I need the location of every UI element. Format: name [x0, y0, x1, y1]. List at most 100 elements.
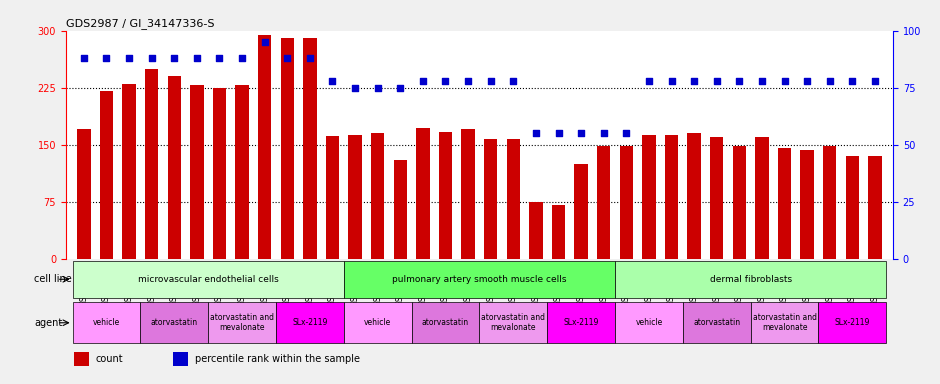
Point [664, 78, 679, 84]
Bar [72, 261, 344, 298]
Point [777, 78, 792, 84]
Text: SLx-2119: SLx-2119 [563, 318, 599, 327]
Point [415, 78, 431, 84]
Text: agent: agent [34, 318, 62, 328]
Bar [349, 135, 362, 258]
Bar [412, 302, 479, 343]
Text: percentile rank within the sample: percentile rank within the sample [195, 354, 360, 364]
Bar [167, 76, 181, 258]
Bar [615, 302, 682, 343]
Point [325, 78, 340, 84]
Bar [258, 35, 272, 258]
Bar [326, 136, 339, 258]
Bar [344, 261, 615, 298]
Bar [100, 91, 113, 258]
Bar [642, 135, 656, 258]
Bar [869, 156, 882, 258]
Point [868, 78, 883, 84]
Bar [665, 135, 679, 258]
Point [189, 55, 204, 61]
Bar [303, 38, 317, 258]
Text: SLx-2119: SLx-2119 [835, 318, 870, 327]
Text: atorvastatin: atorvastatin [422, 318, 469, 327]
Text: SLx-2119: SLx-2119 [292, 318, 327, 327]
Point [709, 78, 724, 84]
Bar [371, 133, 384, 258]
Point [370, 84, 385, 91]
Point [144, 55, 159, 61]
Point [822, 78, 838, 84]
Bar [416, 128, 430, 258]
Bar [212, 88, 227, 258]
Point [800, 78, 815, 84]
Bar [74, 352, 89, 366]
Point [528, 130, 543, 136]
Point [235, 55, 250, 61]
Point [461, 78, 476, 84]
Text: atorvastatin and
mevalonate: atorvastatin and mevalonate [753, 313, 817, 333]
Text: pulmonary artery smooth muscle cells: pulmonary artery smooth muscle cells [392, 275, 567, 284]
Point [280, 55, 295, 61]
Bar [145, 69, 159, 258]
Point [393, 84, 408, 91]
Point [258, 39, 273, 45]
Bar [574, 164, 588, 258]
Bar [140, 302, 208, 343]
Bar [507, 139, 520, 258]
Point [573, 130, 588, 136]
Bar [732, 146, 746, 258]
Bar [190, 85, 204, 258]
Bar [344, 302, 412, 343]
Bar [800, 150, 814, 258]
Text: cell line: cell line [34, 274, 71, 284]
Bar [208, 302, 276, 343]
Bar [72, 302, 140, 343]
Text: count: count [96, 354, 123, 364]
Point [76, 55, 91, 61]
Text: atorvastatin and
mevalonate: atorvastatin and mevalonate [481, 313, 545, 333]
Point [506, 78, 521, 84]
Point [212, 55, 227, 61]
Bar [710, 137, 724, 258]
Bar [819, 302, 886, 343]
Bar [682, 302, 751, 343]
Bar [462, 129, 475, 258]
Bar [439, 132, 452, 258]
Bar [484, 139, 497, 258]
Point [303, 55, 318, 61]
Bar [479, 302, 547, 343]
Text: vehicle: vehicle [364, 318, 391, 327]
Bar [597, 146, 610, 258]
Point [121, 55, 136, 61]
Point [755, 78, 770, 84]
Bar [547, 302, 615, 343]
Point [438, 78, 453, 84]
Point [348, 84, 363, 91]
Text: atorvastatin: atorvastatin [693, 318, 741, 327]
Bar [751, 302, 819, 343]
Text: atorvastatin: atorvastatin [150, 318, 197, 327]
Point [641, 78, 656, 84]
Point [551, 130, 566, 136]
Bar [687, 133, 701, 258]
Text: GDS2987 / GI_34147336-S: GDS2987 / GI_34147336-S [66, 18, 214, 30]
Point [166, 55, 181, 61]
Point [619, 130, 634, 136]
Bar [552, 205, 565, 258]
Bar [394, 160, 407, 258]
Bar [276, 302, 344, 343]
Point [845, 78, 860, 84]
Bar [846, 156, 859, 258]
Bar [777, 149, 791, 258]
Text: dermal fibroblasts: dermal fibroblasts [710, 275, 791, 284]
Text: atorvastatin and
mevalonate: atorvastatin and mevalonate [210, 313, 274, 333]
Bar [619, 146, 633, 258]
Bar [529, 202, 542, 258]
Text: vehicle: vehicle [635, 318, 663, 327]
Bar [173, 352, 188, 366]
Bar [77, 129, 90, 258]
Bar [122, 84, 136, 258]
Bar [280, 38, 294, 258]
Point [99, 55, 114, 61]
Point [686, 78, 701, 84]
